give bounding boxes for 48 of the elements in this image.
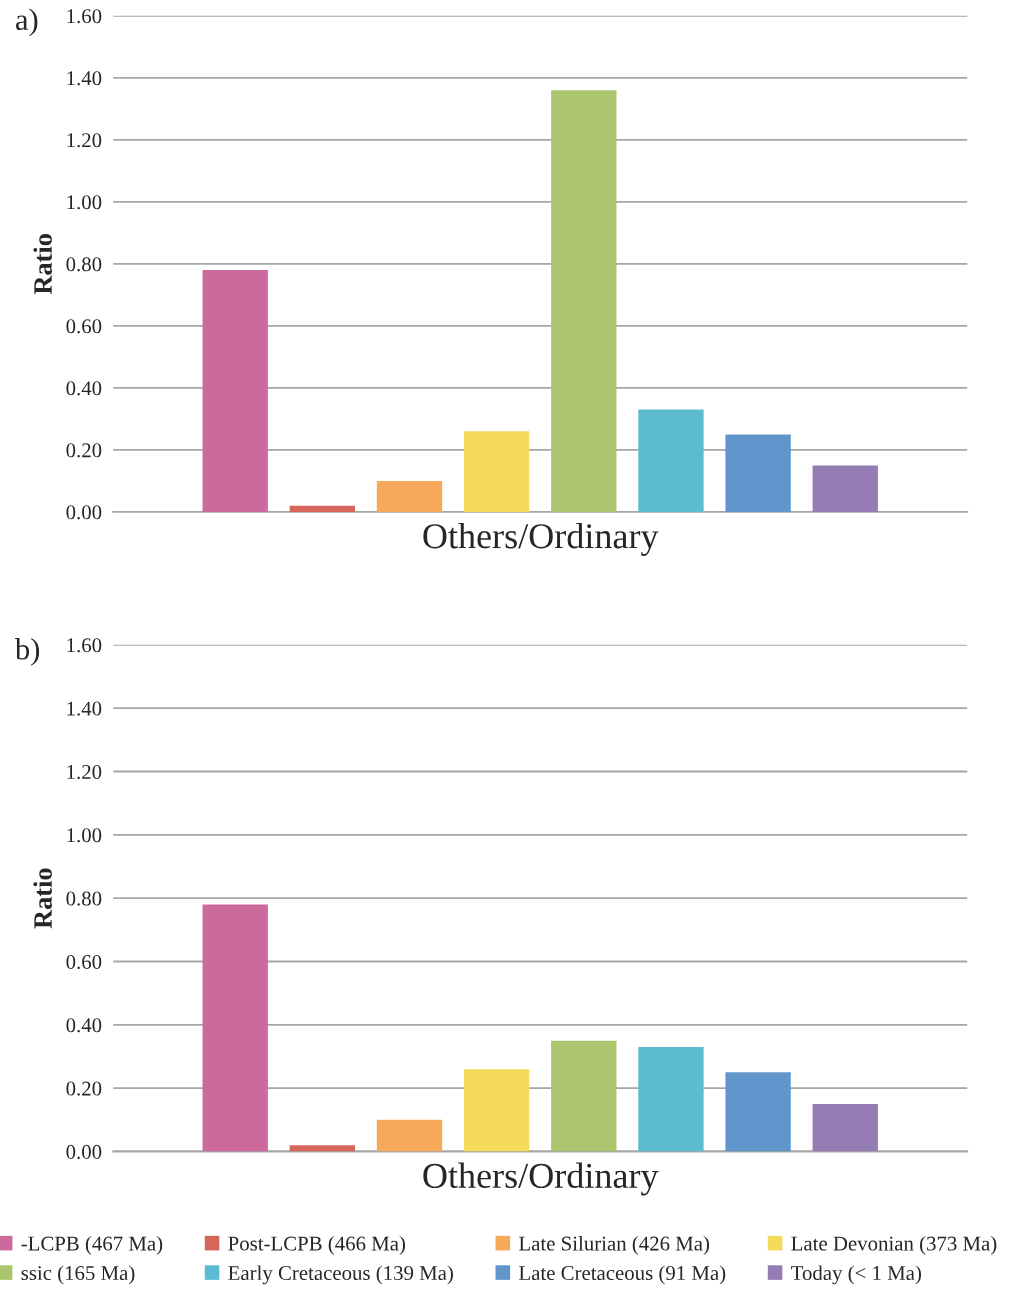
y-tick-label: 0.40 <box>66 1018 102 1033</box>
legend-label: Late Devonian (373 Ma) <box>791 1235 997 1255</box>
y-tick-label: 1.20 <box>67 764 102 780</box>
bar <box>812 1104 878 1152</box>
y-tick-label: 0.60 <box>66 319 102 334</box>
y-tick-label: 1.00 <box>67 195 102 210</box>
y-tick-label: 1.00 <box>67 828 102 843</box>
y-tick-label: 0.60 <box>66 954 102 970</box>
y-tick-label: 0.40 <box>66 381 102 396</box>
bar <box>812 465 878 512</box>
y-tick-label: 1.60 <box>67 9 102 24</box>
legend-label: Post-LCPB (466 Ma) <box>228 1235 406 1255</box>
bar <box>289 1145 356 1152</box>
y-tick-label: 0.20 <box>66 443 102 458</box>
bar <box>376 480 443 512</box>
y-tick-label: 1.60 <box>67 638 102 653</box>
chart-title: b) <box>14 638 40 666</box>
bar <box>202 270 268 512</box>
bar <box>551 1040 617 1152</box>
legend-label: Today (< 1 Ma) <box>791 1265 921 1285</box>
x-tick-label: Others/Ordinary <box>423 523 659 556</box>
y-tick-label: 1.40 <box>67 71 102 86</box>
bar <box>638 1047 704 1152</box>
bar <box>463 431 530 512</box>
chart-title: a) <box>16 8 38 37</box>
legend-label: -LCPB (467 Ma) <box>21 1235 163 1255</box>
x-tick-label: Others/Ordinary <box>423 1162 659 1196</box>
y-tick-label: 1.40 <box>67 701 102 716</box>
bar <box>638 409 704 512</box>
bar <box>202 904 268 1152</box>
y-tick-label: 1.20 <box>67 133 102 148</box>
bar <box>725 1072 791 1152</box>
y-tick-label: 0.00 <box>66 505 102 520</box>
y-axis-title: Ratio <box>33 234 52 295</box>
y-tick-label: 0.80 <box>66 257 102 272</box>
bar <box>376 1119 443 1152</box>
legend-label: Late Silurian (426 Ma) <box>519 1235 710 1255</box>
bar <box>463 1069 530 1152</box>
y-tick-label: 0.20 <box>66 1081 102 1096</box>
y-axis-title: Ratio <box>33 868 52 929</box>
legend-label: ssic (165 Ma) <box>21 1265 135 1285</box>
bar <box>289 505 356 512</box>
bar <box>725 434 791 512</box>
bar <box>551 90 617 512</box>
y-tick-label: 0.00 <box>66 1144 102 1160</box>
legend-label: Early Cretaceous (139 Ma) <box>228 1265 453 1285</box>
legend-label: Late Cretaceous (91 Ma) <box>519 1265 726 1285</box>
y-tick-label: 0.80 <box>66 891 102 906</box>
